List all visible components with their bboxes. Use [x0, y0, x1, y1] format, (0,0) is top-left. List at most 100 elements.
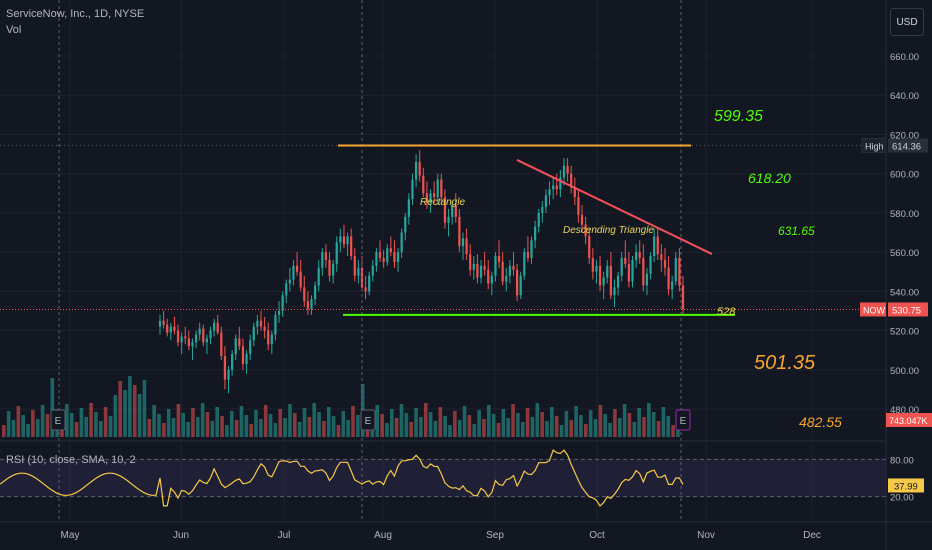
- volume-bar: [399, 404, 404, 437]
- candle: [252, 322, 255, 347]
- candle: [526, 236, 530, 262]
- candle-body: [548, 189, 551, 196]
- candle-body: [234, 338, 237, 355]
- price-axis[interactable]: 660.00 640.00 620.00 600.00 580.00 560.00 540.…: [860, 0, 932, 550]
- volume-bar: [215, 407, 219, 437]
- volume-bar: [457, 420, 462, 437]
- candle-body: [303, 287, 306, 302]
- candle: [288, 267, 291, 292]
- candle: [414, 154, 418, 188]
- volume-bars: [2, 376, 680, 437]
- candle: [400, 228, 403, 258]
- volume-bar: [220, 416, 224, 437]
- candle-body: [350, 236, 353, 257]
- candle: [216, 314, 219, 335]
- volume-bar: [2, 425, 6, 437]
- candle: [364, 275, 367, 300]
- time-label: Nov: [697, 530, 715, 541]
- time-axis[interactable]: May Jun Jul Aug Sep Oct Nov Dec: [0, 521, 932, 541]
- volume-bar: [588, 410, 593, 437]
- volume-bar: [496, 423, 501, 437]
- candle: [357, 259, 360, 284]
- volume-bar: [312, 403, 316, 437]
- volume-bar: [259, 419, 263, 437]
- candle: [440, 173, 443, 204]
- candle-body: [216, 322, 219, 333]
- candle-body: [653, 236, 656, 257]
- high-tag: High: [865, 142, 884, 152]
- candle-body: [573, 187, 576, 198]
- high-value-bg: [888, 138, 928, 153]
- rsi-tick: 20.00: [890, 493, 914, 504]
- candle-body: [281, 295, 284, 311]
- candle-body: [451, 205, 454, 217]
- candle: [241, 338, 245, 370]
- candle-body: [458, 216, 461, 247]
- candle: [544, 189, 548, 213]
- candle: [396, 248, 400, 272]
- candle: [598, 256, 602, 292]
- candle-body: [425, 193, 429, 204]
- volume-bar: [302, 408, 307, 437]
- volume-bar: [322, 421, 326, 437]
- candle-body: [194, 334, 198, 343]
- candle: [404, 212, 407, 241]
- volume-bar: [487, 405, 491, 437]
- candle: [274, 310, 277, 341]
- candle-body: [328, 259, 331, 276]
- candle: [209, 326, 212, 345]
- target-618: 618.20: [748, 170, 791, 186]
- candle-body: [422, 175, 425, 194]
- candle: [577, 189, 580, 223]
- rsi-pane: RSI (10, close, SMA, 10, 2: [0, 440, 886, 507]
- currency-button[interactable]: USD: [890, 8, 924, 36]
- candle: [584, 216, 587, 245]
- volume-bar: [554, 416, 559, 437]
- vol-value: 743.047K: [889, 416, 928, 426]
- candle-body: [469, 254, 472, 270]
- candle-body: [238, 338, 241, 347]
- candle-body: [256, 320, 259, 327]
- volume-bar: [11, 420, 16, 437]
- earnings-marker: [360, 409, 376, 431]
- volume-bar: [351, 406, 355, 437]
- candle: [505, 267, 508, 292]
- earnings-marker-label: E: [55, 416, 62, 427]
- volume-bar: [137, 394, 142, 437]
- volume-bar: [278, 409, 283, 437]
- candle: [378, 240, 382, 262]
- candle-body: [263, 326, 266, 331]
- candle-body: [497, 256, 501, 262]
- volume-bar: [506, 418, 510, 437]
- price-tick: 480.00: [890, 405, 919, 416]
- candle-body: [429, 193, 432, 204]
- candle-body: [317, 267, 320, 286]
- volume-bar: [176, 404, 181, 437]
- candle-body: [584, 224, 587, 237]
- candle-body: [494, 256, 497, 276]
- volume-bar: [65, 404, 69, 437]
- rsi-value-bg: [888, 478, 924, 493]
- candle-body: [396, 252, 400, 262]
- volume-bar: [525, 408, 530, 437]
- price-tick: 620.00: [890, 130, 919, 141]
- volume-bar: [356, 415, 360, 437]
- volume-bar: [559, 425, 564, 437]
- candle-body: [595, 265, 598, 272]
- now-value-bg: [888, 302, 928, 317]
- volume-bar: [414, 408, 418, 437]
- time-label: Aug: [374, 530, 392, 541]
- volume-bar: [656, 421, 661, 437]
- candle-body: [202, 328, 205, 343]
- volume-bar: [647, 403, 651, 437]
- candle-body: [440, 179, 443, 198]
- volume-bar: [26, 424, 30, 437]
- volume-bar: [50, 378, 55, 437]
- candle-body: [371, 265, 374, 276]
- candle: [198, 322, 201, 341]
- volume-bar: [550, 407, 554, 437]
- symbol-title[interactable]: ServiceNow, Inc., 1D, NYSE: [6, 8, 145, 20]
- candle-body: [306, 301, 310, 309]
- candle-body: [433, 193, 436, 198]
